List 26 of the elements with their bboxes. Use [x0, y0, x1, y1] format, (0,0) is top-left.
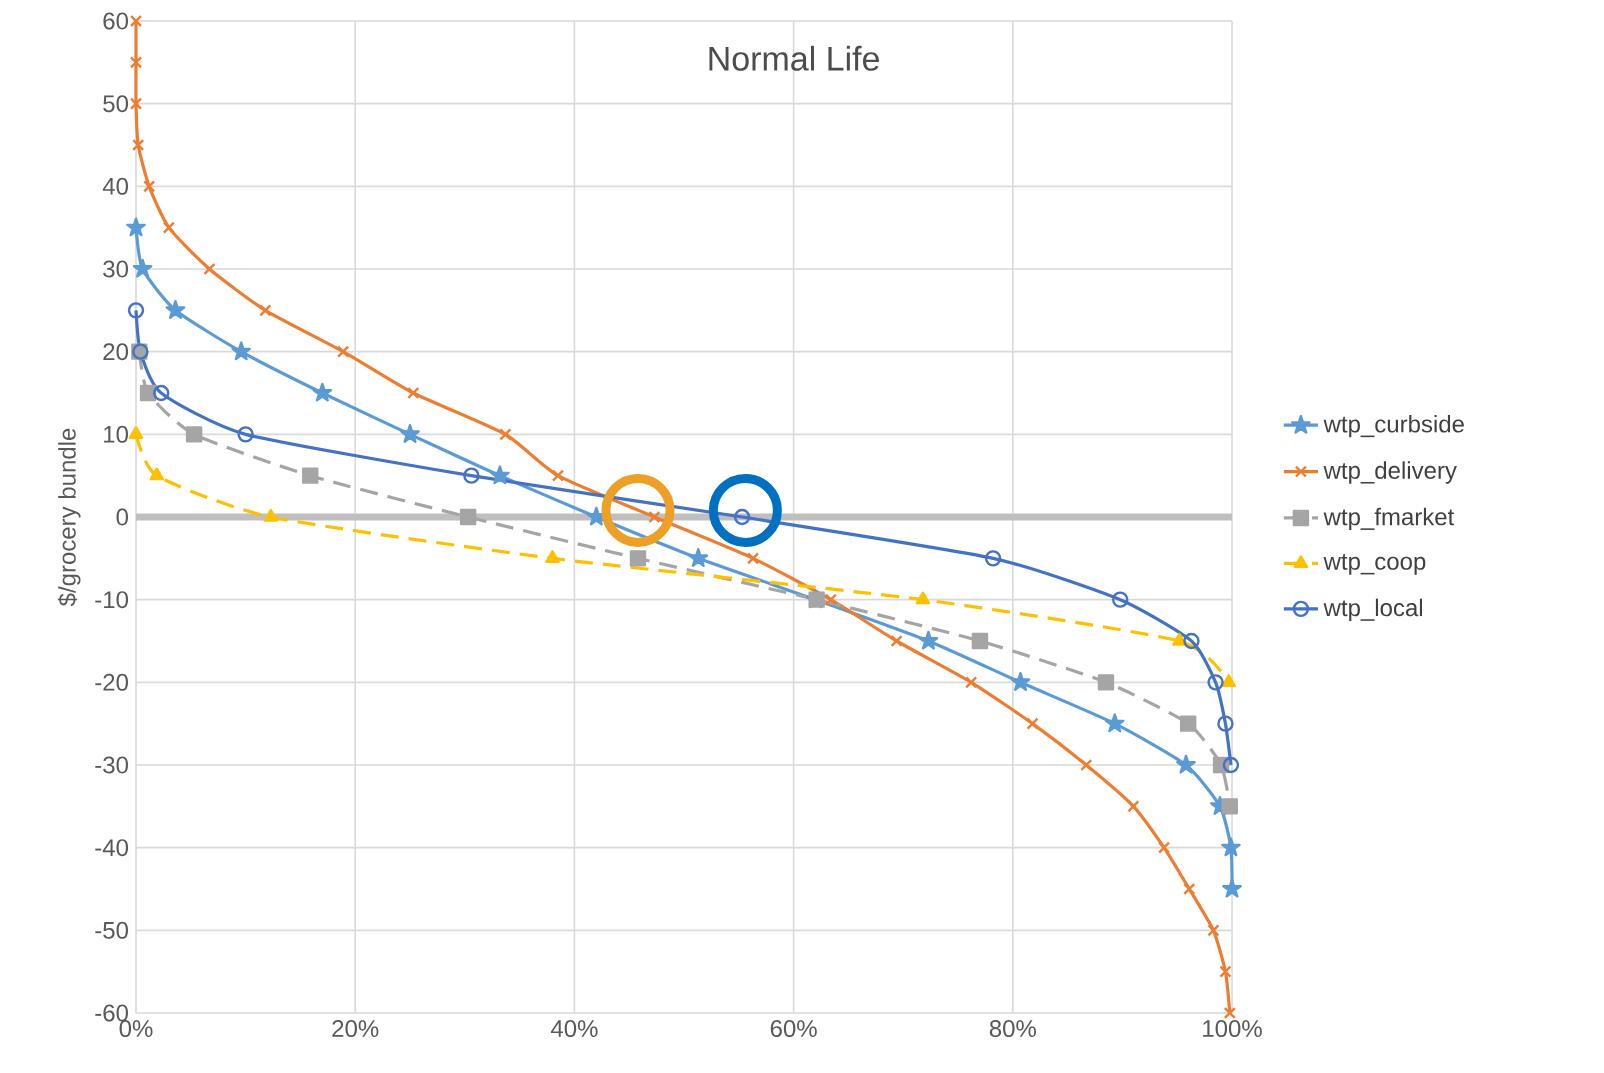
legend-label: wtp_curbside	[1323, 414, 1464, 438]
y-tick-label: -50	[95, 921, 129, 939]
y-tick-label: 0	[116, 508, 129, 526]
y-tick-label: -30	[95, 756, 129, 774]
x-tick-label: 20%	[332, 1020, 379, 1038]
y-tick-label: -10	[95, 591, 129, 609]
legend-label: wtp_delivery	[1323, 461, 1457, 484]
y-tick-label: -20	[95, 673, 129, 691]
legend-label: wtp_local	[1323, 598, 1423, 622]
text: Normal Life	[709, 45, 879, 71]
legend-label: wtp_fmarket	[1323, 507, 1455, 531]
y-tick-label: -60	[95, 1004, 129, 1022]
y-tick-label: -40	[95, 839, 129, 857]
y-tick-label: 50	[103, 95, 129, 113]
y-tick-label: 40	[102, 177, 129, 195]
y-tick-label: 10	[104, 425, 129, 443]
y-tick-label: 20	[103, 343, 129, 361]
x-tick-label: 0%	[119, 1020, 153, 1038]
y-axis-title: $/grocery bundle	[57, 428, 81, 607]
y-tick-label: 30	[103, 260, 129, 278]
x-tick-label: 40%	[550, 1020, 598, 1038]
legend-label: wtp_coop	[1323, 554, 1426, 575]
y-tick-label: 60	[103, 12, 129, 30]
x-tick-label: 80%	[989, 1020, 1036, 1038]
x-tick-label: 100%	[1203, 1020, 1262, 1038]
x-tick-label: 60%	[770, 1020, 817, 1038]
